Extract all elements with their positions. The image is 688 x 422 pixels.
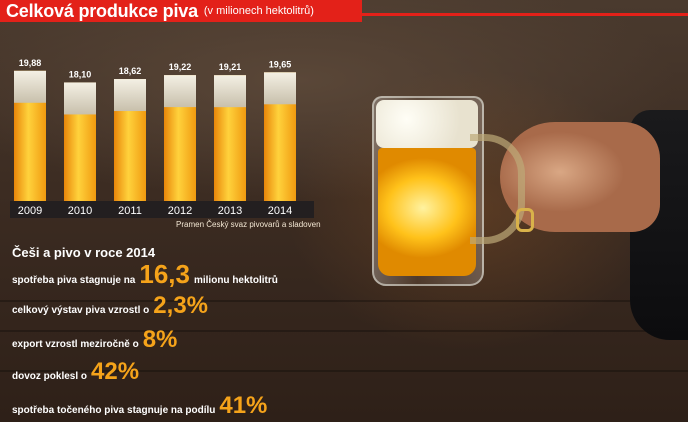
barrel-plank-line <box>0 300 688 302</box>
fact-suffix: milionu hektolitrů <box>193 275 278 286</box>
ring <box>516 208 534 232</box>
data-label: 19,88 <box>19 58 42 68</box>
chart-title-bar: Celková produkce piva (v milionech hekto… <box>0 0 362 22</box>
chart-title: Celková produkce piva <box>6 0 198 21</box>
chart-subtitle: (v milionech hektolitrů) <box>203 5 314 17</box>
fact-label: spotřeba točeného piva stagnuje na podíl… <box>12 405 216 416</box>
beer-mug-liquid <box>378 148 476 276</box>
fact-output: celkový výstav piva vzrostl o 2,3% <box>12 292 212 320</box>
bar-foam <box>114 79 146 112</box>
bar-chart: 19,88 2009 18,10 2010 18,62 2011 19,22 2012 19,2… <box>10 58 314 218</box>
data-label: 18,62 <box>119 66 142 76</box>
data-label: 19,21 <box>219 62 242 72</box>
fact-value: 2,3% <box>153 292 208 319</box>
fact-label: dovoz poklesl o <box>12 371 88 382</box>
bar-foam <box>214 75 246 108</box>
x-tick-label: 2013 <box>218 205 242 217</box>
fact-label: export vzrostl meziročně o <box>12 339 139 350</box>
bar-foam <box>64 82 96 115</box>
barrel-plank-line <box>0 370 688 372</box>
barrel-plank-line <box>0 330 688 332</box>
fact-label: spotřeba piva stagnuje na <box>12 275 136 286</box>
bar-foam <box>164 75 196 108</box>
x-tick-label: 2009 <box>18 205 42 217</box>
fact-import: dovoz poklesl o 42% <box>12 358 143 386</box>
x-tick-label: 2010 <box>68 205 92 217</box>
fact-export: export vzrostl meziročně o 8% <box>12 326 181 354</box>
x-tick-label: 2011 <box>118 205 142 217</box>
fact-value: 16,3 <box>139 259 190 289</box>
facts-heading: Češi a pivo v roce 2014 <box>12 245 156 260</box>
fact-value: 41% <box>219 392 268 419</box>
data-label: 19,22 <box>169 62 192 72</box>
fact-consumption: spotřeba piva stagnuje na 16,3 milionu h… <box>12 259 278 290</box>
bar-foam <box>264 72 296 105</box>
hand <box>500 122 660 232</box>
x-axis-bar <box>10 201 314 218</box>
source-note: Pramen Český svaz pivovarů a sladoven <box>176 220 321 229</box>
x-tick-label: 2012 <box>168 205 192 217</box>
data-label: 18,10 <box>69 69 92 79</box>
x-tick-label: 2014 <box>268 205 292 217</box>
data-label: 19,65 <box>269 59 292 69</box>
fact-label: celkový výstav piva vzrostl o <box>12 305 150 316</box>
fact-value: 8% <box>142 326 178 353</box>
bar-foam <box>14 70 46 103</box>
title-rule <box>362 13 688 16</box>
fact-draught: spotřeba točeného piva stagnuje na podíl… <box>12 392 271 420</box>
beer-mug-handle <box>470 134 525 244</box>
beer-mug-foam <box>376 100 478 148</box>
fact-value: 42% <box>91 358 140 385</box>
